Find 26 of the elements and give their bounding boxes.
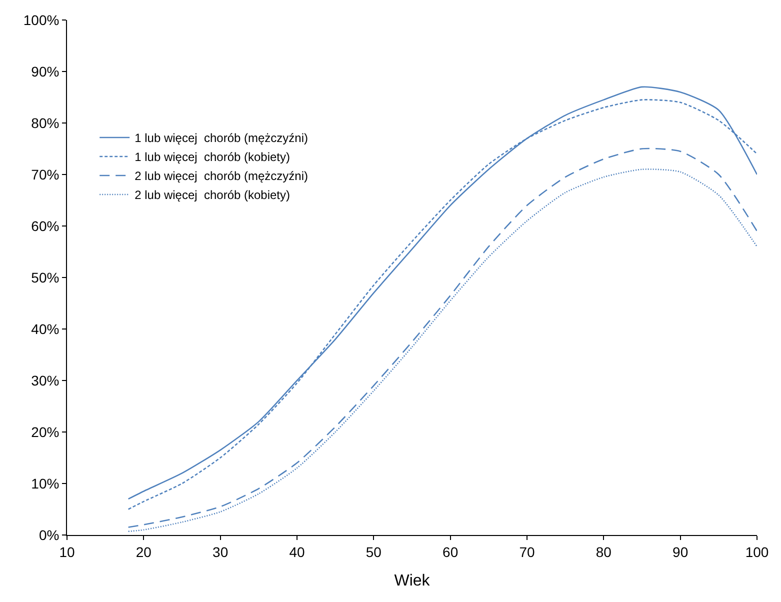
x-axis-title: Wiek: [394, 572, 431, 590]
y-tick-label: 30%: [31, 372, 60, 388]
y-tick-label: 70%: [31, 166, 60, 182]
x-tick-label: 50: [366, 544, 382, 560]
legend-label: 2 lub więcej chorób (mężczyźni): [134, 169, 308, 184]
x-tick-label: 90: [672, 544, 688, 560]
x-tick-label: 60: [442, 544, 458, 560]
x-tick-label: 100: [745, 544, 769, 560]
y-tick-label: 10%: [31, 475, 60, 492]
y-tick-label: 0%: [38, 526, 60, 543]
x-tick-label: 20: [136, 544, 152, 560]
y-tick-label: 50%: [31, 269, 60, 286]
y-tick-label: 60%: [31, 218, 60, 234]
y-tick-label: 20%: [31, 424, 60, 440]
x-tick-label: 40: [289, 544, 305, 560]
x-tick-label: 70: [519, 544, 535, 560]
legend-label: 1 lub więcej chorób (kobiety): [134, 150, 290, 164]
y-tick-label: 100%: [23, 12, 60, 28]
legend-label: 1 lub więcej chorób (mężczyźni): [134, 131, 308, 146]
x-tick-label: 80: [596, 544, 612, 560]
x-tick-label: 10: [59, 544, 75, 560]
y-tick-label: 90%: [31, 63, 60, 80]
legend-label: 2 lub więcej chorób (kobiety): [134, 188, 290, 202]
y-tick-label: 80%: [31, 114, 60, 131]
y-tick-label: 40%: [31, 320, 60, 337]
x-tick-label: 30: [212, 544, 228, 560]
